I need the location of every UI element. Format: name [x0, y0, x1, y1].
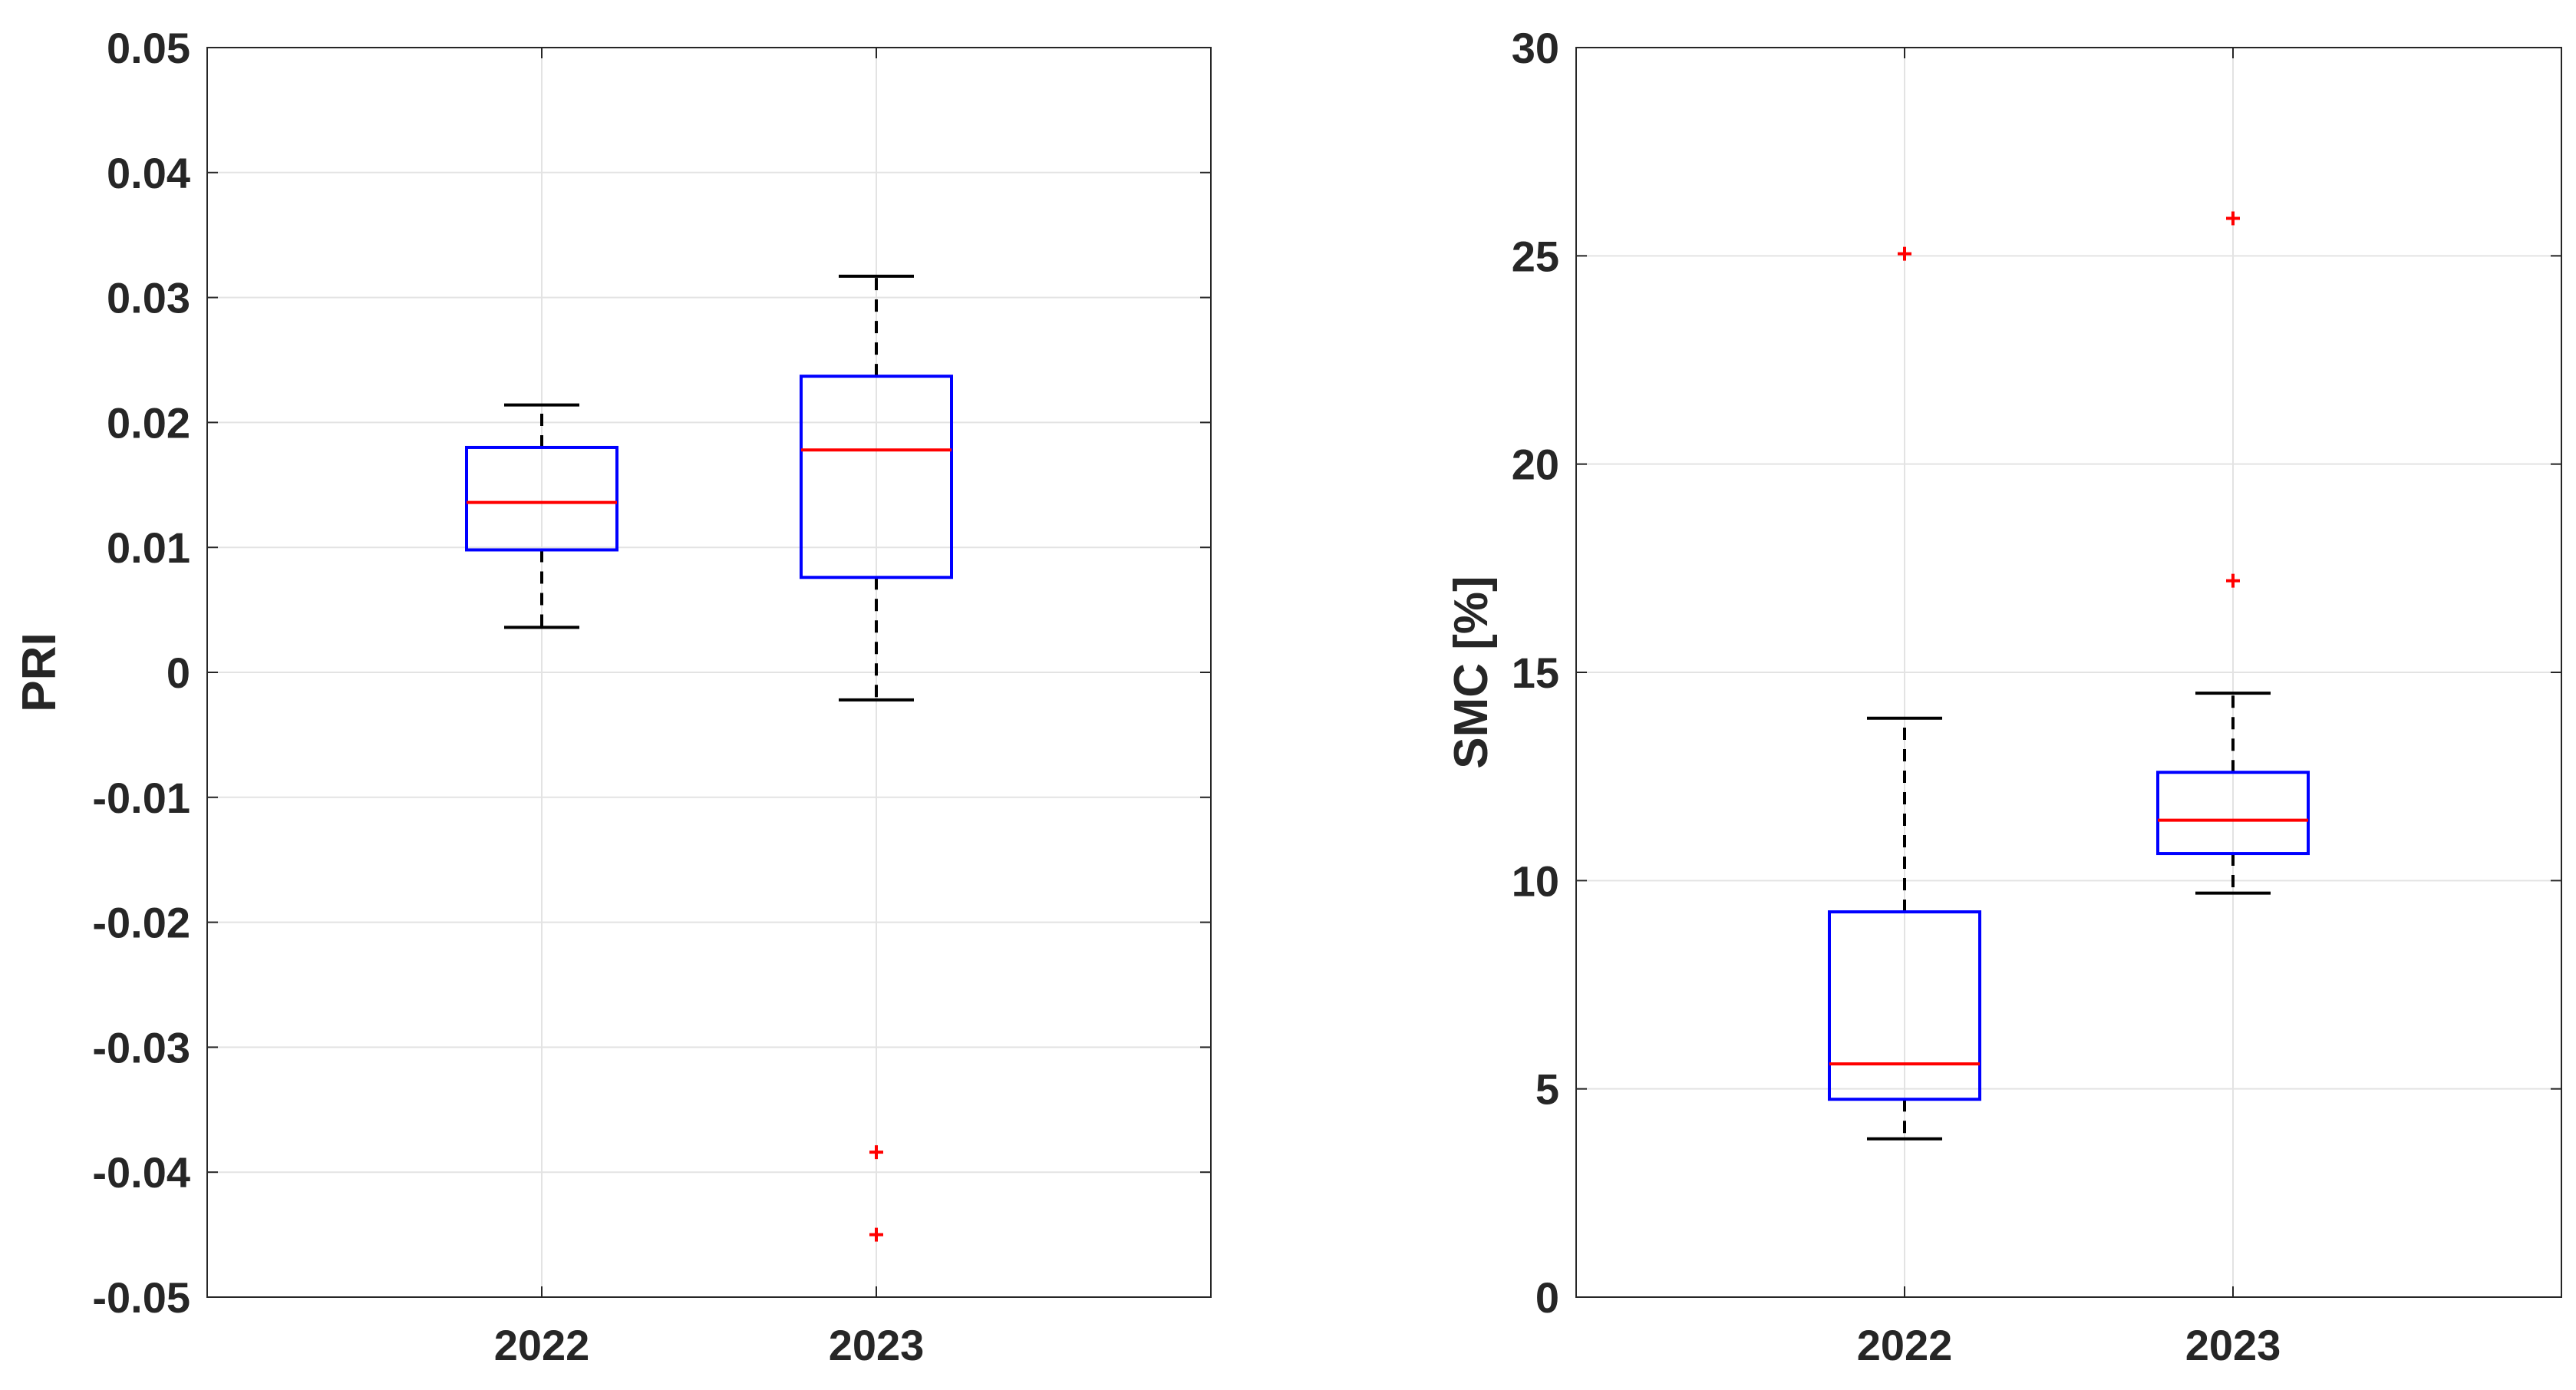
y-tick-label: -0.01 — [92, 774, 190, 822]
outlier-marker — [2226, 573, 2240, 588]
y-tick-label: 0.01 — [107, 523, 190, 572]
iqr-box — [800, 375, 953, 579]
y-tick-label: 0 — [1535, 1273, 1559, 1322]
y-tick-label: 0.04 — [107, 149, 190, 197]
box-2022 — [1828, 246, 1981, 1141]
axes-frame — [206, 47, 1212, 1298]
y-tick-label: 0.03 — [107, 274, 190, 322]
outlier-marker — [1898, 246, 1911, 261]
outlier-marker — [2226, 211, 2240, 226]
y-tick-label: -0.03 — [92, 1023, 190, 1071]
y-tick-label: -0.02 — [92, 899, 190, 947]
iqr-box — [1828, 910, 1981, 1101]
y-tick-label: 20 — [1512, 441, 1559, 489]
y-tick-label: 0.02 — [107, 398, 190, 447]
box-2023 — [2156, 211, 2310, 895]
iqr-box — [465, 445, 618, 552]
y-tick-label: -0.05 — [92, 1273, 190, 1322]
y-tick-label: 5 — [1535, 1065, 1559, 1114]
outlier-marker — [869, 1145, 883, 1160]
x-tick-label: 2023 — [2185, 1321, 2281, 1369]
y-tick-label: 25 — [1512, 232, 1559, 280]
x-tick-label: 2023 — [829, 1321, 925, 1369]
axes-frame — [1575, 47, 2562, 1298]
y-tick-label: -0.04 — [92, 1148, 190, 1197]
box-2022 — [465, 403, 618, 629]
x-tick-label: 2022 — [1857, 1321, 1953, 1369]
y-tick-label: 30 — [1512, 24, 1559, 72]
y-tick-label: 15 — [1512, 649, 1559, 697]
iqr-box — [2156, 771, 2310, 856]
y-axis-label: PRI — [13, 632, 66, 712]
outlier-marker — [869, 1227, 883, 1242]
y-tick-label: 0.05 — [107, 24, 190, 72]
y-tick-label: 10 — [1512, 857, 1559, 905]
pri-boxplot-panel: -0.05 -0.04 -0.03 -0.02 -0.01 0 0.01 0.02 0.03 0.… — [13, 24, 1212, 1369]
y-tick-label: 0 — [167, 649, 190, 697]
smc-boxplot-panel: 0 5 10 15 20 25 30 2022 2023 SMC [%] — [1445, 24, 2562, 1369]
box-2023 — [800, 274, 953, 1242]
y-axis-label: SMC [%] — [1445, 576, 1498, 768]
x-tick-label: 2022 — [494, 1321, 590, 1369]
